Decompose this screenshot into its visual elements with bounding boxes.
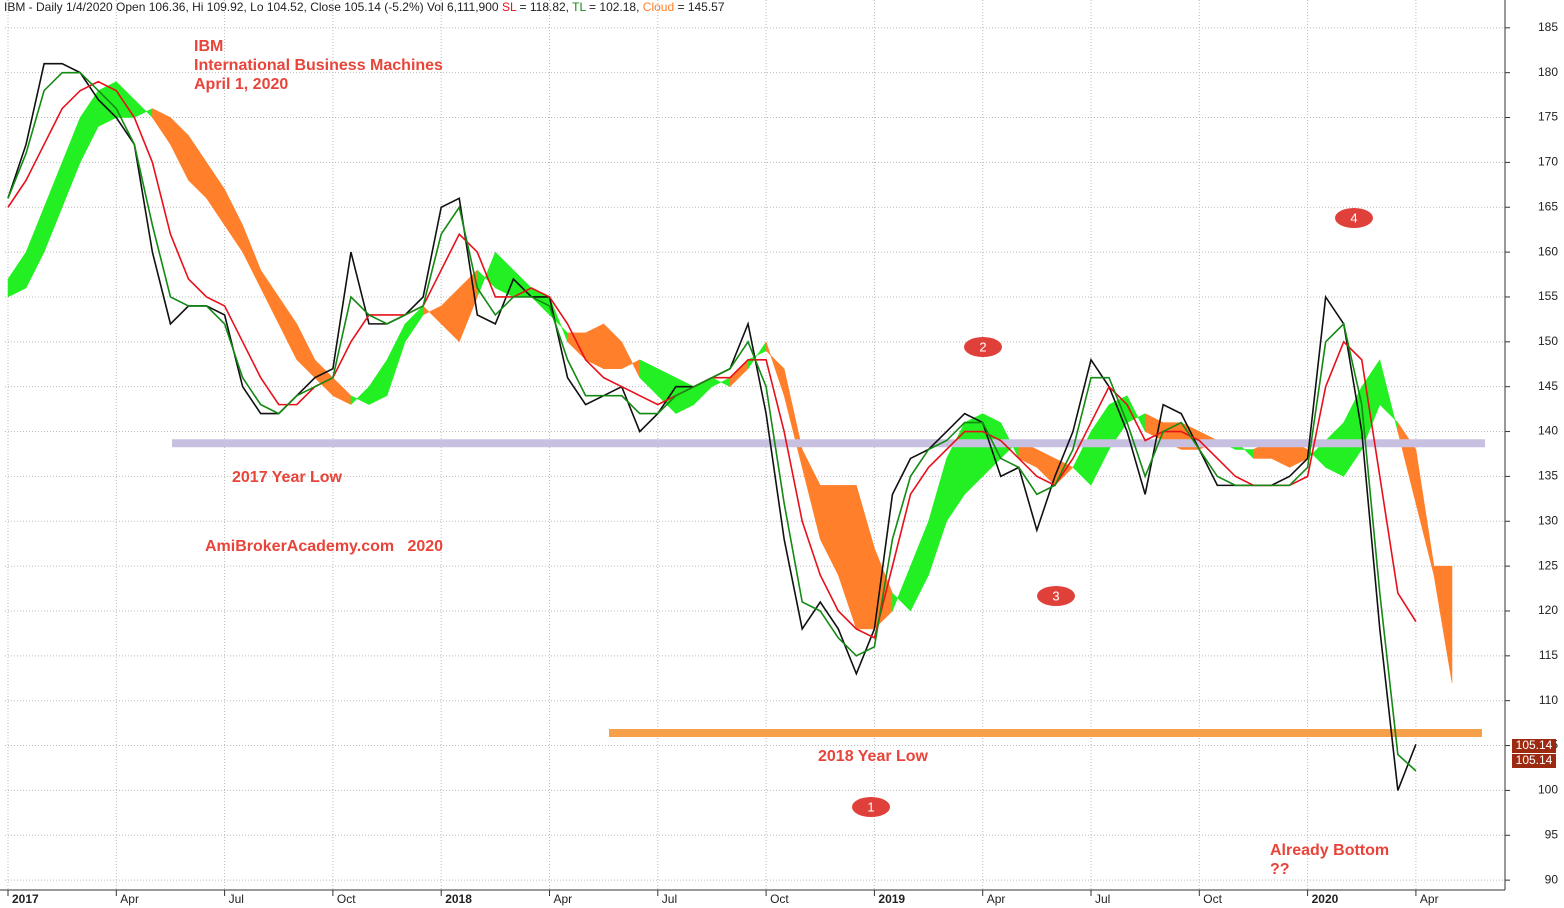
header-close: 105.14 (-5.2%) Vol 6,111,900 xyxy=(344,0,499,14)
price-tag: 105.14 xyxy=(1516,753,1553,767)
annotation: 2018 Year Low xyxy=(818,748,929,765)
annotation: Already Bottom xyxy=(1270,842,1389,859)
price-tag: 105.14 xyxy=(1516,738,1553,752)
y-tick-label: 95 xyxy=(1545,827,1559,841)
annotation: April 1, 2020 xyxy=(194,76,288,93)
annotation: AmiBrokerAcademy.com 2020 xyxy=(205,538,443,555)
series-line xyxy=(7,71,1417,772)
marker-label: 3 xyxy=(1052,588,1059,603)
annotation: 2017 Year Low xyxy=(232,469,343,486)
x-tick-label: Jul xyxy=(229,892,244,906)
marker-badge xyxy=(1335,208,1373,228)
header-close-label: Close xyxy=(310,0,341,14)
x-tick-label: 2018 xyxy=(445,892,472,906)
y-tick-label: 160 xyxy=(1538,244,1558,258)
marker-label: 2 xyxy=(979,339,986,354)
y-tick-label: 170 xyxy=(1538,155,1558,169)
marker-badge xyxy=(852,797,890,817)
x-tick-label: 2017 xyxy=(12,892,39,906)
y-tick-label: 115 xyxy=(1539,648,1558,662)
y-tick-label: 125 xyxy=(1538,558,1558,572)
marker-label: 4 xyxy=(1350,210,1357,225)
header-sl: = 118.82, xyxy=(520,0,570,14)
y-tick-label: 155 xyxy=(1538,289,1558,303)
header-cloud-label: Cloud xyxy=(643,0,674,14)
x-tick-label: Apr xyxy=(1420,892,1439,906)
y-tick-label: 175 xyxy=(1538,110,1558,124)
y-tick-label: 130 xyxy=(1538,513,1558,527)
annotation: IBM xyxy=(194,38,223,55)
header-cloud: = 145.57 xyxy=(677,0,724,14)
marker-badge xyxy=(964,337,1002,357)
x-tick-label: 2020 xyxy=(1312,892,1339,906)
x-tick-label: Oct xyxy=(770,892,789,906)
y-tick-label: 110 xyxy=(1539,693,1558,707)
y-tick-label: 100 xyxy=(1538,783,1558,797)
x-tick-label: Apr xyxy=(120,892,139,906)
y-tick-label: 135 xyxy=(1538,469,1558,483)
marker-label: 1 xyxy=(867,799,874,814)
x-tick-label: Jul xyxy=(662,892,677,906)
chart-header: IBM - Daily 1/4/2020 Open 106.36, Hi 109… xyxy=(4,0,725,14)
y-tick-label: 180 xyxy=(1538,65,1558,79)
y-tick-label: 165 xyxy=(1538,199,1558,213)
x-tick-label: Apr xyxy=(554,892,573,906)
header-prefix: IBM - Daily 1/4/2020 Open 106.36, Hi 109… xyxy=(4,0,307,14)
x-tick-label: Apr xyxy=(987,892,1006,906)
y-tick-label: 150 xyxy=(1538,334,1558,348)
y-tick-label: 185 xyxy=(1538,20,1558,34)
y-tick-label: 90 xyxy=(1545,872,1559,886)
header-tl: = 102.18, xyxy=(589,0,639,14)
x-tick-label: Jul xyxy=(1095,892,1110,906)
cloud-segment xyxy=(1433,565,1453,683)
price-tag-box xyxy=(1512,754,1556,768)
header-tl-label: TL xyxy=(572,0,586,14)
annotation: International Business Machines xyxy=(194,57,443,74)
x-tick-label: Oct xyxy=(1203,892,1222,906)
price-tag-box xyxy=(1512,739,1556,753)
marker-badge xyxy=(1037,586,1075,606)
x-tick-label: Oct xyxy=(337,892,356,906)
y-tick-label: 140 xyxy=(1538,424,1558,438)
annotation: ?? xyxy=(1270,861,1290,878)
y-tick-label: 145 xyxy=(1538,379,1558,393)
header-sl-label: SL xyxy=(502,0,517,14)
x-tick-label: 2019 xyxy=(878,892,905,906)
y-tick-label: 120 xyxy=(1538,603,1558,617)
